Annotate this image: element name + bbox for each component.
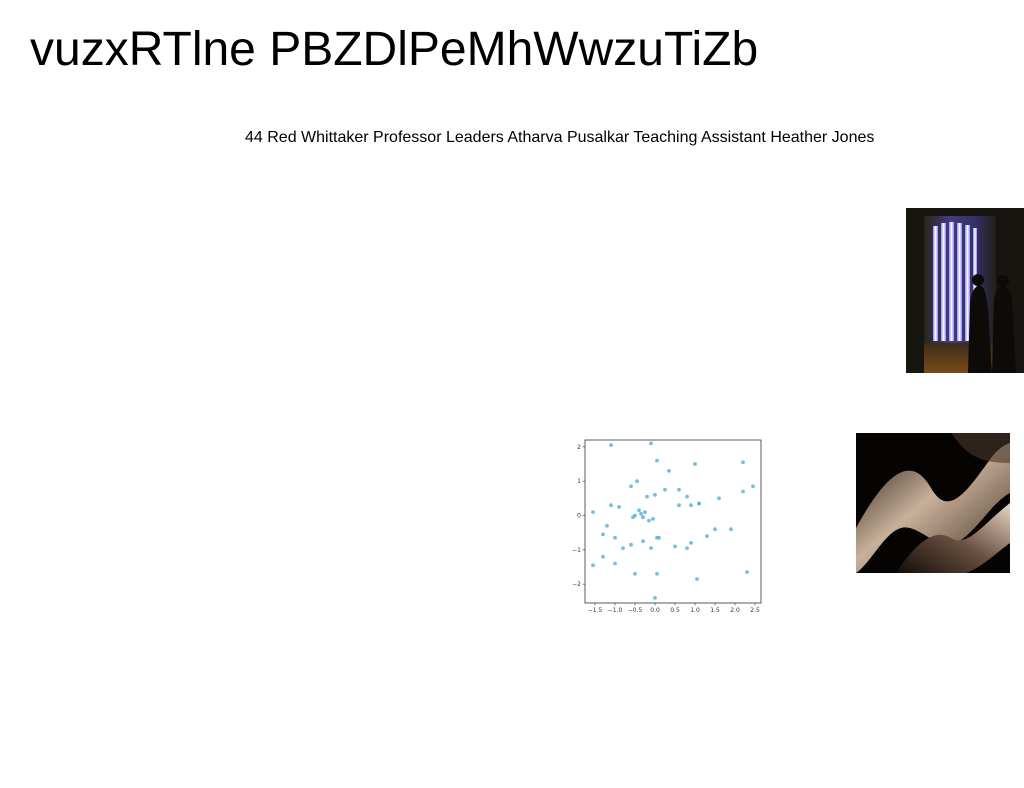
page-title: vuzxRTlne PBZDlPeMhWwzuTiZb: [30, 23, 759, 76]
scatter-point: [601, 554, 605, 559]
scatter-point: [643, 510, 647, 514]
scatter-point: [693, 462, 697, 466]
x-tick-label: −0.5: [628, 607, 643, 614]
scatter-point: [717, 496, 721, 501]
scatter-point: [673, 544, 677, 549]
y-tick-label: −2: [572, 581, 581, 588]
scatter-point: [591, 563, 595, 568]
scatter-point: [697, 501, 701, 506]
scatter-point: [741, 489, 745, 494]
y-tick-label: 2: [577, 444, 581, 451]
scatter-point: [633, 571, 637, 576]
light-installation-graphic: [906, 208, 1024, 373]
abstract-wave-image: [856, 433, 1010, 573]
scatter-point: [689, 503, 693, 508]
scatter-point: [689, 541, 693, 545]
scatter-point: [647, 518, 651, 523]
x-tick-label: 2.5: [750, 607, 760, 614]
scatter-point: [729, 527, 733, 532]
scatter-point: [695, 577, 699, 581]
scatter-point: [601, 532, 605, 537]
scatter-point: [641, 515, 645, 520]
scatter-point: [705, 534, 709, 538]
scatter-point: [591, 510, 595, 514]
y-tick-label: −1: [572, 547, 581, 554]
scatter-point: [633, 513, 637, 518]
scatter-point: [645, 494, 649, 499]
x-tick-label: 2.0: [730, 607, 740, 614]
scatter-point: [613, 561, 617, 566]
x-tick-label: 1.0: [690, 607, 700, 614]
scatter-point: [741, 460, 745, 465]
scatter-point: [649, 441, 653, 446]
y-tick-label: 0: [577, 512, 581, 519]
scatter-point: [713, 527, 717, 532]
scatter-point: [745, 570, 749, 574]
page-subtitle: 44 Red Whittaker Professor Leaders Athar…: [245, 129, 875, 146]
scatter-point: [663, 487, 667, 492]
scatter-point: [641, 539, 645, 544]
scatter-point: [649, 546, 653, 550]
x-tick-label: 0.5: [670, 607, 680, 614]
scatter-point: [677, 487, 681, 492]
scatter-point: [617, 505, 621, 509]
scatter-point: [613, 535, 617, 540]
scatter-point: [605, 523, 609, 528]
scatter-point: [653, 493, 657, 497]
scatter-point: [667, 469, 671, 473]
light-installation-image: [906, 208, 1024, 373]
y-tick-label: 1: [577, 478, 581, 485]
scatter-point: [751, 484, 755, 489]
scatter-point: [609, 503, 613, 508]
scatter-point: [629, 484, 633, 489]
x-tick-label: −1.5: [588, 607, 603, 614]
scatter-point: [685, 494, 689, 499]
x-tick-label: 0.0: [650, 607, 660, 614]
plot-frame: [584, 439, 762, 604]
scatter-point: [609, 443, 613, 447]
scatter-point: [621, 546, 625, 550]
scatter-plot: −1.5 −1.0 −0.5 0.0 0.5 1.0 1.5 2.0 2.5 −2 −1 0 1 2: [572, 439, 762, 614]
x-tick-label: 1.5: [710, 607, 720, 614]
scatter-point: [629, 542, 633, 547]
scatter-point: [655, 571, 659, 576]
x-tick-label: −1.0: [608, 607, 623, 614]
scatter-point: [685, 546, 689, 550]
scatter-point: [653, 596, 657, 600]
scatter-point: [639, 511, 643, 516]
scatter-point: [655, 458, 659, 463]
scatter-point: [651, 517, 655, 521]
scatter-point: [635, 479, 639, 484]
scatter-point: [657, 535, 661, 540]
abstract-wave-graphic: [856, 433, 1010, 573]
scatter-point: [637, 508, 641, 513]
scatter-point: [677, 503, 681, 508]
